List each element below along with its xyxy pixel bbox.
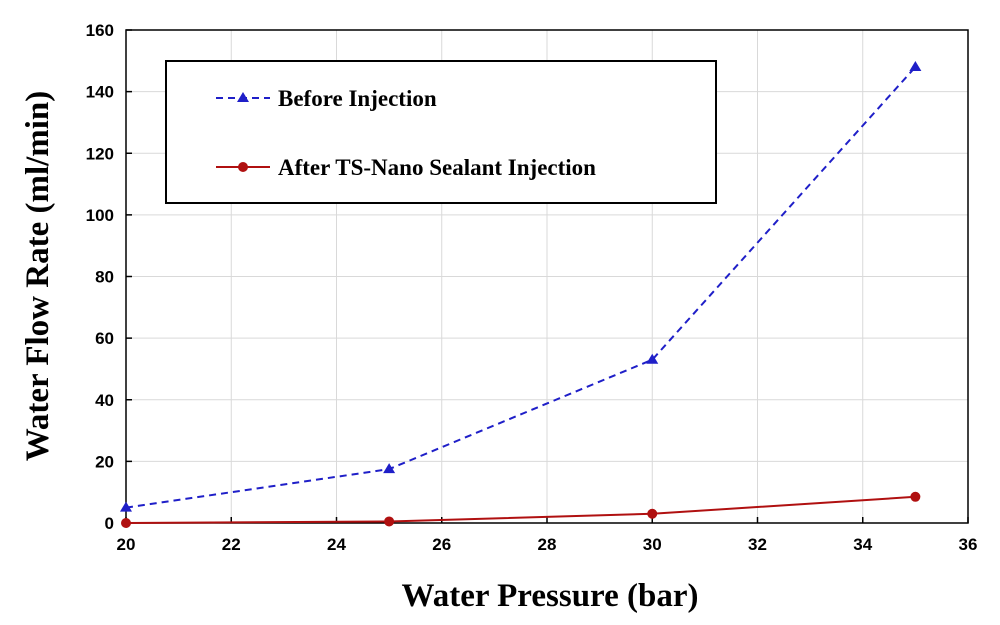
y-tick-label: 20 (95, 452, 114, 471)
y-axis-ticks: 0 20 40 60 80 100 120 140 160 (86, 21, 132, 533)
series-line-1 (125, 495, 916, 524)
y-axis-title: Water Flow Rate (ml/min) (20, 91, 56, 462)
x-tick-label: 32 (748, 535, 767, 554)
data-point-circle (910, 491, 921, 502)
legend-marker-triangle (237, 92, 249, 102)
y-tick-label: 120 (86, 144, 114, 163)
series-group (120, 60, 922, 528)
x-tick-label: 26 (432, 535, 451, 554)
legend-label-after: After TS-Nano Sealant Injection (278, 155, 596, 180)
x-tick-label: 28 (538, 535, 557, 554)
legend: Before Injection After TS-Nano Sealant I… (165, 60, 717, 204)
x-tick-label: 22 (222, 535, 241, 554)
x-tick-label: 24 (327, 535, 346, 554)
data-point-triangle (383, 463, 396, 474)
x-axis-title: Water Pressure (bar) (402, 578, 699, 614)
x-axis-ticks: 20 22 24 26 28 30 32 34 36 (117, 517, 978, 554)
y-tick-label: 100 (86, 206, 114, 225)
y-tick-label: 140 (86, 83, 114, 102)
data-point-circle (647, 508, 658, 519)
legend-marker-circle (238, 162, 248, 172)
data-point-circle (121, 518, 131, 528)
x-tick-label: 36 (959, 535, 978, 554)
y-tick-label: 60 (95, 329, 114, 348)
data-point-triangle (909, 60, 922, 71)
y-tick-label: 40 (95, 391, 114, 410)
data-point-circle (384, 516, 395, 527)
legend-label-before: Before Injection (278, 86, 437, 111)
data-point-triangle (646, 353, 659, 364)
y-tick-label: 0 (105, 514, 114, 533)
x-tick-label: 34 (853, 535, 872, 554)
series-line-0 (125, 66, 917, 509)
data-point-triangle (120, 501, 132, 512)
x-tick-label: 20 (117, 535, 136, 554)
x-tick-label: 30 (643, 535, 662, 554)
y-tick-label: 80 (95, 268, 114, 287)
legend-box (165, 60, 717, 204)
y-tick-label: 160 (86, 21, 114, 40)
